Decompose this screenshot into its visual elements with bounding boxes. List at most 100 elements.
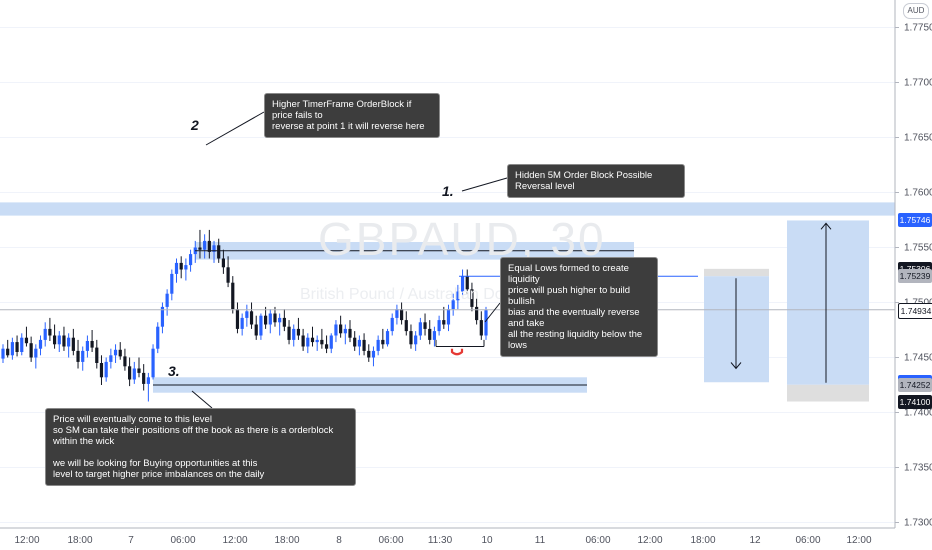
candle-body xyxy=(399,309,404,321)
candle-body xyxy=(479,320,483,336)
candle-body xyxy=(470,289,474,307)
candle-body xyxy=(240,317,244,329)
callout-eventual-level[interactable]: Price will eventually come to this level… xyxy=(45,408,356,486)
price-tick-label: 1.77000 xyxy=(904,78,932,89)
candle-body xyxy=(207,240,211,252)
candle-body xyxy=(404,320,408,332)
time-axis[interactable]: 12:00 18:00 7 06:00 12:00 18:00 8 06:00 11:30 10 1… xyxy=(14,535,871,546)
candle-body xyxy=(348,328,352,338)
time-tick-label: 18:00 xyxy=(274,535,299,546)
price-tag: 1.74100 xyxy=(898,394,932,409)
time-tick-label: 12:00 xyxy=(222,535,247,546)
short-arrow-head xyxy=(730,362,742,370)
price-tick-label: 1.76500 xyxy=(904,133,932,144)
candle-body xyxy=(282,317,286,327)
price-tick-label: 1.77500 xyxy=(904,23,932,34)
currency-badge[interactable]: AUD xyxy=(903,3,929,19)
candle-body xyxy=(254,324,258,336)
candle-body xyxy=(460,276,465,292)
marker-point-2: 2 xyxy=(191,117,199,133)
candle-body xyxy=(128,366,132,380)
candle-body xyxy=(15,342,19,352)
time-tick-label: 06:00 xyxy=(170,535,195,546)
candle-body xyxy=(118,349,122,357)
short-position-stop-zone xyxy=(704,268,769,277)
candle-body xyxy=(456,291,460,301)
candle-body xyxy=(160,306,165,327)
candle-body xyxy=(371,350,376,358)
candle-body xyxy=(451,300,455,310)
price-tag: 1.75239 xyxy=(898,269,932,284)
candle-body xyxy=(109,355,113,362)
time-tick-label: 7 xyxy=(128,535,134,546)
drawings xyxy=(0,111,895,409)
symbol-watermark-subtitle: British Pound / Australian Dollar xyxy=(300,286,525,303)
time-tick-label: 18:00 xyxy=(67,535,92,546)
candle-body xyxy=(245,311,249,318)
callout-equal-lows[interactable]: Equal Lows formed to create liquidity pr… xyxy=(500,257,658,357)
candle-body xyxy=(174,262,179,274)
candle-body xyxy=(334,324,338,336)
candle-body xyxy=(184,265,188,270)
candle-body xyxy=(67,337,71,347)
candle-body xyxy=(165,293,169,307)
time-tick-label: 12:00 xyxy=(846,535,871,546)
candle-body xyxy=(409,331,413,345)
time-tick-label: 11:30 xyxy=(428,535,453,546)
candle-body xyxy=(428,328,432,340)
candle-body xyxy=(329,335,333,349)
candle-body xyxy=(339,324,343,334)
time-tick-label: 8 xyxy=(336,535,342,546)
candle-body xyxy=(273,313,277,323)
time-tick-label: 11 xyxy=(535,535,546,546)
candle-body xyxy=(95,347,99,363)
candle-body xyxy=(301,335,305,347)
candle-body xyxy=(132,368,136,380)
price-tick-label: 1.74000 xyxy=(904,408,932,419)
candle-body xyxy=(52,335,57,345)
candle-body xyxy=(113,349,118,356)
candle-body xyxy=(81,350,85,362)
candle-body xyxy=(465,276,469,290)
candle-body xyxy=(123,356,127,367)
candle-body xyxy=(170,273,174,294)
candle-body xyxy=(320,339,324,345)
marker-point-3: 3. xyxy=(168,363,180,379)
callout-pointer xyxy=(191,390,213,409)
callout-higher-timeframe-orderblock[interactable]: Higher TimerFrame OrderBlock if price fa… xyxy=(264,93,440,138)
time-tick-label: 06:00 xyxy=(795,535,820,546)
long-arrow-head xyxy=(820,222,832,230)
candle-body xyxy=(259,315,263,336)
candle-body xyxy=(146,377,150,384)
callout-pointer xyxy=(484,302,501,323)
callout-hidden-5m-orderblock[interactable]: Hidden 5M Order Block Possible Reversal … xyxy=(507,164,685,198)
candle-body xyxy=(1,348,5,359)
candle-body xyxy=(221,258,225,268)
candle-body xyxy=(188,254,193,266)
candle-body xyxy=(376,339,380,351)
candle-body xyxy=(310,337,315,343)
candle-body xyxy=(292,328,296,340)
candle-body xyxy=(20,337,24,352)
candle-body xyxy=(418,322,422,336)
price-tick-label: 1.73500 xyxy=(904,463,932,474)
marker-point-1: 1. xyxy=(442,183,454,199)
callout-pointer xyxy=(205,111,265,146)
candle-body xyxy=(367,350,371,358)
candle-body xyxy=(24,337,29,344)
candle-body xyxy=(71,337,75,351)
price-tick-label: 1.74500 xyxy=(904,353,932,364)
long-position-target-zone xyxy=(787,220,869,385)
candle-body xyxy=(151,348,155,378)
candle-body xyxy=(85,341,90,351)
candle-body xyxy=(264,315,268,325)
candle-body xyxy=(231,282,235,310)
candle-body xyxy=(395,309,399,318)
candle-body xyxy=(198,247,202,250)
time-tick-label: 10 xyxy=(481,535,493,546)
candle-body xyxy=(57,335,61,345)
callout-pointer xyxy=(461,177,508,192)
candle-body xyxy=(362,339,366,351)
candle-body xyxy=(235,309,240,329)
candles xyxy=(1,229,488,402)
